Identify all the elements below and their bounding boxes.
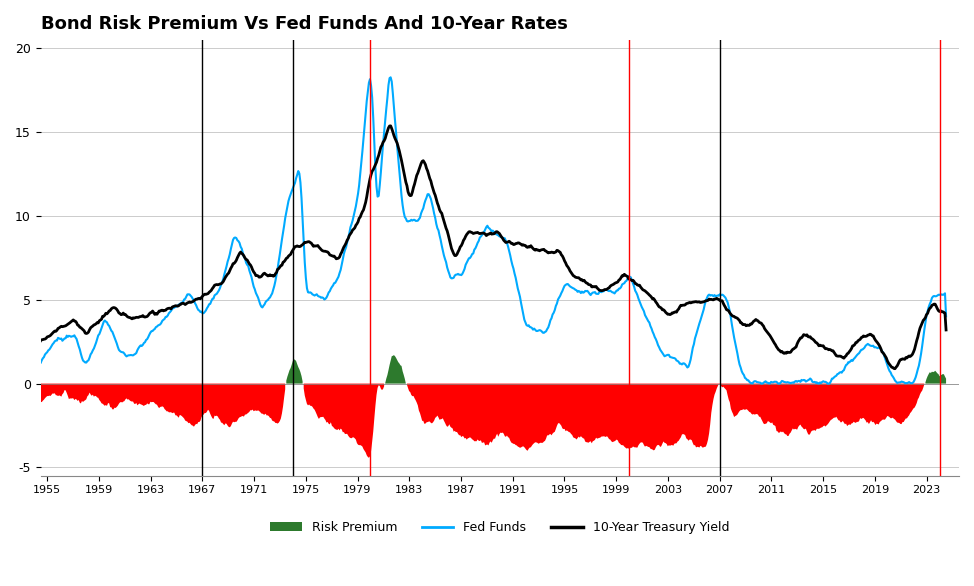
Legend: Risk Premium, Fed Funds, 10-Year Treasury Yield: Risk Premium, Fed Funds, 10-Year Treasur… xyxy=(266,516,734,539)
Text: Bond Risk Premium Vs Fed Funds And 10-Year Rates: Bond Risk Premium Vs Fed Funds And 10-Ye… xyxy=(41,15,568,33)
